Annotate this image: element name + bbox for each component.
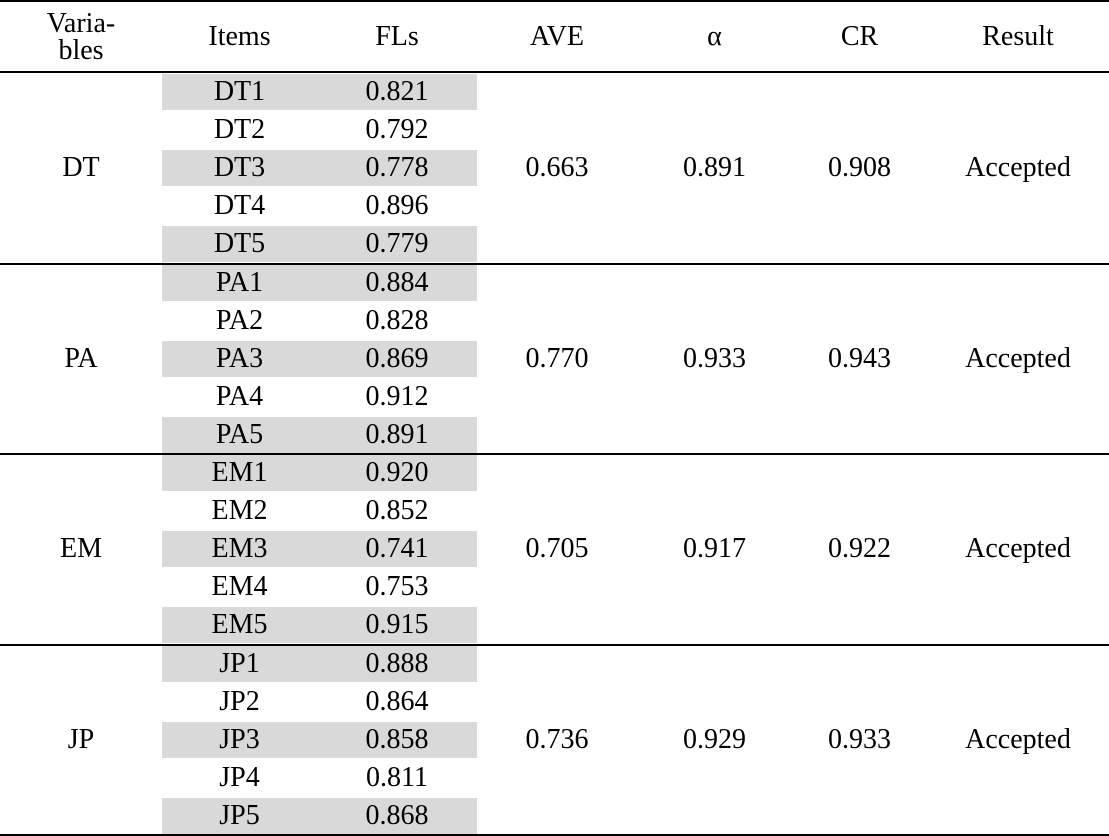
header-rule [0,71,1109,73]
fl-cell: 0.811 [366,761,428,793]
item-cell: JP2 [219,685,260,717]
item-cell: DT3 [213,152,266,184]
fl-cell: 0.891 [365,418,429,450]
header-fls: FLs [375,21,419,52]
fl-cell: 0.741 [365,533,429,565]
row-shade [162,531,477,568]
group-rule [0,644,1109,646]
item-cell: DT5 [213,228,266,260]
item-cell: EM4 [211,571,268,603]
variable-cell: PA [64,342,98,374]
cr-cell: 0.922 [828,533,891,565]
item-cell: PA3 [215,342,264,374]
cr-cell: 0.943 [828,342,891,374]
fl-cell: 0.828 [365,304,429,336]
item-cell: PA1 [215,266,264,298]
header-items: Items [208,21,271,52]
ave-cell: 0.736 [525,723,589,755]
variable-cell: JP [67,723,95,755]
row-shade [162,455,477,492]
item-cell: JP1 [219,647,260,679]
ave-cell: 0.663 [525,152,589,184]
row-shade [162,416,477,453]
group-rule [0,263,1109,265]
header-ave: AVE [530,21,584,52]
result-cell: Accepted [965,723,1071,755]
row-shade [162,226,477,263]
ave-cell: 0.705 [525,533,589,565]
item-cell: EM1 [211,457,268,489]
fl-cell: 0.864 [365,685,429,717]
item-cell: EM3 [211,533,268,565]
fl-cell: 0.779 [365,228,429,260]
item-cell: PA2 [215,304,264,336]
item-cell: DT4 [213,190,266,222]
fl-cell: 0.792 [365,114,429,146]
fl-cell: 0.778 [365,152,429,184]
variable-cell: EM [60,533,102,565]
result-cell: Accepted [965,342,1071,374]
header-alpha: α [707,21,722,52]
row-shade [162,607,477,644]
item-cell: EM5 [211,609,268,641]
group-rule [0,453,1109,455]
ave-cell: 0.770 [525,342,589,374]
header-cr: CR [840,21,879,52]
alpha-cell: 0.929 [683,723,746,755]
fl-cell: 0.753 [365,571,429,603]
row-shade [162,74,477,111]
result-cell: Accepted [965,152,1071,184]
fl-cell: 0.896 [365,190,429,222]
item-cell: JP3 [219,723,260,755]
fl-cell: 0.888 [365,647,429,679]
alpha-cell: 0.933 [683,342,746,374]
alpha-cell: 0.891 [683,152,746,184]
header-result: Result [982,21,1054,52]
row-shade [162,721,477,758]
item-cell: DT1 [213,76,266,108]
row-shade [162,150,477,187]
item-cell: JP4 [219,761,260,793]
row-shade [162,645,477,682]
fl-cell: 0.852 [365,495,429,527]
item-cell: EM2 [211,495,268,527]
header-variables-line1: Varia- [46,8,116,39]
fl-cell: 0.915 [365,609,429,641]
fl-cell: 0.858 [365,723,429,755]
result-cell: Accepted [965,533,1071,565]
row-shade [162,264,477,301]
fl-cell: 0.868 [365,799,429,831]
fl-cell: 0.869 [365,342,429,374]
fl-cell: 0.821 [365,76,429,108]
item-cell: PA4 [215,380,264,412]
header-variables-line2: bles [58,35,104,66]
item-cell: JP5 [219,799,260,831]
item-cell: PA5 [215,418,264,450]
fl-cell: 0.884 [365,266,429,298]
variable-cell: DT [62,152,100,184]
row-shade [162,797,477,834]
table-top-rule [0,0,1109,2]
cr-cell: 0.908 [828,152,891,184]
alpha-cell: 0.917 [683,533,746,565]
header-variables: Varia- bles [0,2,162,72]
fl-cell: 0.912 [365,380,429,412]
cr-cell: 0.933 [828,723,891,755]
fl-cell: 0.920 [365,457,429,489]
item-cell: DT2 [213,114,266,146]
row-shade [162,340,477,377]
